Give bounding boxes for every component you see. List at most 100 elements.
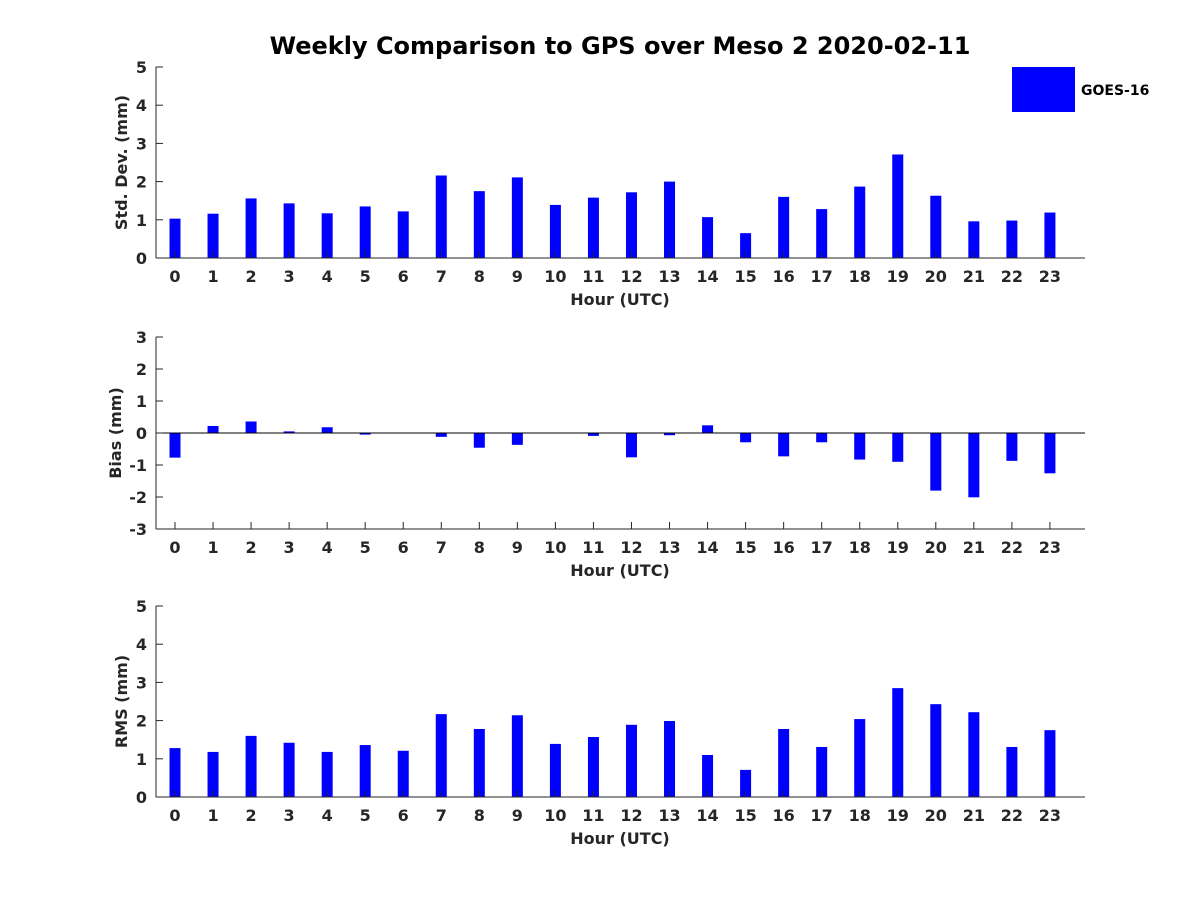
rms-x-tick-label: 10 <box>544 806 566 825</box>
rms-bar-7 <box>435 714 447 797</box>
bias-bar-23 <box>1044 433 1056 474</box>
rms-bar-2 <box>245 735 257 797</box>
std-dev-y-tick-label: 2 <box>136 173 147 192</box>
std-dev-x-tick-label: 5 <box>360 267 371 286</box>
rms-x-tick-label: 6 <box>398 806 409 825</box>
rms-bar-0 <box>169 748 181 797</box>
std-dev-x-tick-label: 13 <box>658 267 680 286</box>
std-dev-x-tick-label: 12 <box>620 267 642 286</box>
bias-y-tick-label: -1 <box>129 456 147 475</box>
std-dev-bar-3 <box>283 203 295 258</box>
rms-bar-13 <box>664 720 676 797</box>
std-dev-y-tick-label: 5 <box>136 58 147 77</box>
bias-bar-18 <box>854 433 866 460</box>
std-dev-bar-1 <box>207 213 219 258</box>
std-dev-x-tick-label: 17 <box>811 267 833 286</box>
bias-bar-3 <box>283 431 295 433</box>
bias-x-tick-label: 21 <box>963 538 985 557</box>
std-dev-bar-14 <box>702 217 714 258</box>
std-dev-x-tick-label: 11 <box>582 267 604 286</box>
rms-x-tick-label: 16 <box>773 806 795 825</box>
rms-x-tick-label: 11 <box>582 806 604 825</box>
std-dev-bar-17 <box>816 209 828 258</box>
rms-x-tick-label: 18 <box>849 806 871 825</box>
std-dev-y-tick-label: 3 <box>136 134 147 153</box>
bias-x-tick-label: 18 <box>849 538 871 557</box>
std-dev-bar-11 <box>587 197 599 258</box>
bias-x-tick-label: 12 <box>620 538 642 557</box>
rms-x-axis-label: Hour (UTC) <box>570 829 670 848</box>
bias-x-tick-label: 13 <box>658 538 680 557</box>
std-dev-y-tick-label: 0 <box>136 249 147 268</box>
rms-bar-9 <box>511 715 523 797</box>
legend-swatch <box>1012 67 1075 112</box>
rms-bar-14 <box>702 754 714 797</box>
rms-x-tick-label: 9 <box>512 806 523 825</box>
std-dev-bar-12 <box>625 192 637 258</box>
rms-x-tick-label: 12 <box>620 806 642 825</box>
std-dev-x-tick-label: 7 <box>436 267 447 286</box>
rms-x-tick-label: 20 <box>925 806 947 825</box>
bias-y-tick-label: -2 <box>129 488 147 507</box>
std-dev-bar-21 <box>968 221 980 258</box>
std-dev-x-tick-label: 21 <box>963 267 985 286</box>
std-dev-bar-7 <box>435 175 447 258</box>
std-dev-x-tick-label: 16 <box>773 267 795 286</box>
rms-bar-11 <box>587 737 599 797</box>
bias-bar-17 <box>816 433 828 443</box>
std-dev-x-tick-label: 20 <box>925 267 947 286</box>
bias-x-tick-label: 15 <box>734 538 756 557</box>
bias-x-tick-label: 7 <box>436 538 447 557</box>
bias-y-tick-label: 0 <box>136 424 147 443</box>
legend: GOES-16 <box>1012 67 1149 112</box>
bias-bar-2 <box>245 421 257 433</box>
bias-x-tick-label: 4 <box>322 538 333 557</box>
rms-x-tick-label: 14 <box>696 806 718 825</box>
rms-y-tick-label: 5 <box>136 597 147 616</box>
rms-x-tick-label: 0 <box>169 806 180 825</box>
rms-bar-8 <box>473 729 485 797</box>
bias-x-tick-label: 19 <box>887 538 909 557</box>
rms-x-tick-label: 23 <box>1039 806 1061 825</box>
bias-bar-21 <box>968 433 980 498</box>
bias-x-tick-label: 20 <box>925 538 947 557</box>
std-dev-y-tick-label: 1 <box>136 211 147 230</box>
std-dev-x-tick-label: 3 <box>284 267 295 286</box>
rms-x-tick-label: 3 <box>284 806 295 825</box>
std-dev-y-tick-label: 4 <box>136 96 147 115</box>
std-dev-bar-15 <box>740 233 752 258</box>
bias-bar-0 <box>169 433 181 458</box>
bias-x-tick-label: 5 <box>360 538 371 557</box>
rms-x-tick-label: 5 <box>360 806 371 825</box>
bias-x-tick-label: 9 <box>512 538 523 557</box>
rms-x-tick-label: 2 <box>246 806 257 825</box>
std-dev-x-tick-label: 8 <box>474 267 485 286</box>
rms-y-tick-label: 1 <box>136 750 147 769</box>
rms-x-tick-label: 8 <box>474 806 485 825</box>
bias-x-tick-label: 1 <box>207 538 218 557</box>
std-dev-x-tick-label: 19 <box>887 267 909 286</box>
bias-x-tick-label: 23 <box>1039 538 1061 557</box>
bias-bar-4 <box>321 427 333 433</box>
std-dev-x-tick-label: 14 <box>696 267 718 286</box>
bias-x-tick-label: 2 <box>246 538 257 557</box>
std-dev-bar-0 <box>169 218 181 258</box>
bias-x-tick-label: 10 <box>544 538 566 557</box>
rms-y-tick-label: 2 <box>136 712 147 731</box>
std-dev-x-tick-label: 2 <box>246 267 257 286</box>
bias-y-tick-label: 1 <box>136 392 147 411</box>
bias-bar-19 <box>892 433 904 462</box>
std-dev-x-tick-label: 1 <box>207 267 218 286</box>
std-dev-bar-5 <box>359 206 371 258</box>
bias-bar-14 <box>702 425 714 433</box>
rms-x-tick-label: 17 <box>811 806 833 825</box>
bias-bar-5 <box>359 433 371 435</box>
rms-y-tick-label: 4 <box>136 635 147 654</box>
rms-x-tick-label: 7 <box>436 806 447 825</box>
std-dev-x-tick-label: 0 <box>169 267 180 286</box>
rms-bar-18 <box>854 719 866 797</box>
rms-x-tick-label: 22 <box>1001 806 1023 825</box>
bias-bar-11 <box>587 433 599 436</box>
